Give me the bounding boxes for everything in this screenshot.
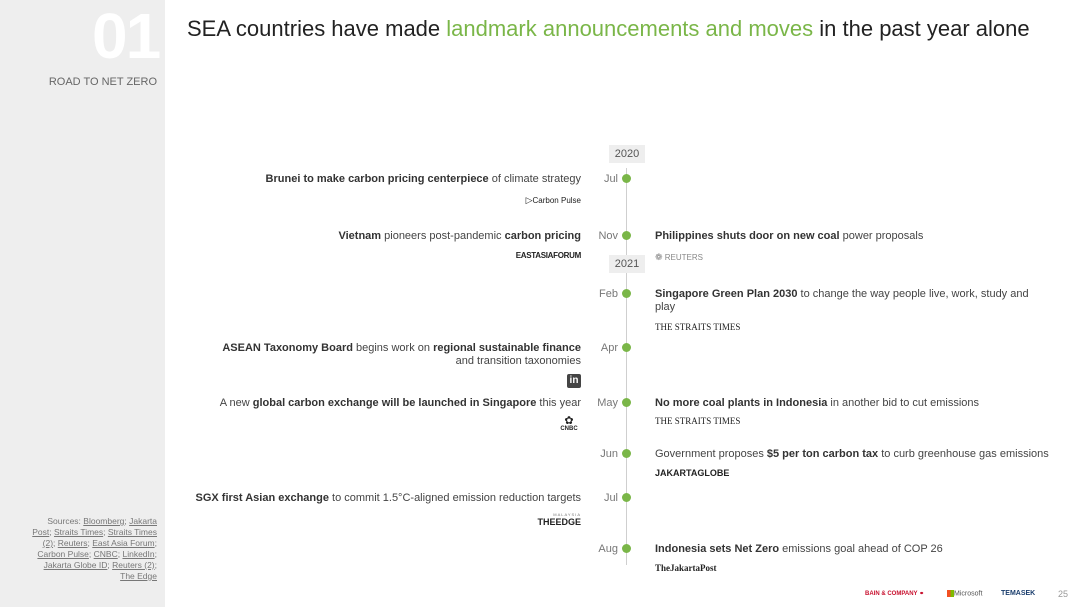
logo-east-asia-forum[interactable]: EASTASIAFORUM <box>515 251 582 260</box>
play-icon: ▷ <box>525 195 533 205</box>
event-sgx: SGX first Asian exchange to commit 1.5°C… <box>195 492 582 504</box>
year-label-2021: 2021 <box>609 255 645 273</box>
logo-jakarta-post[interactable]: TheJakartaPost <box>655 563 717 573</box>
timeline-dot <box>622 174 631 183</box>
event-carbon-tax: Government proposes $5 per ton carbon ta… <box>655 448 1049 460</box>
source-link[interactable]: The Edge <box>120 571 157 581</box>
event-indonesia-net-zero: Indonesia sets Net Zero emissions goal a… <box>655 543 943 555</box>
page-number: 25 <box>1057 589 1068 599</box>
section-label: ROAD TO NET ZERO <box>48 76 157 88</box>
section-number: 01 <box>92 0 161 72</box>
logo-cnbc[interactable]: ✿ CNBC <box>557 415 581 433</box>
logo-temasek: TEMASEK <box>1001 590 1036 597</box>
event-philippines: Philippines shuts door on new coal power… <box>655 230 924 242</box>
month-label: Aug <box>598 543 618 555</box>
source-separator: ; <box>124 516 130 526</box>
sources-list: Sources: Bloomberg; Jakarta Post; Strait… <box>27 516 157 582</box>
source-separator: ; <box>103 527 108 537</box>
logo-reuters[interactable]: ❁ REUTERS <box>655 252 704 262</box>
event-vietnam: Vietnam pioneers post-pandemic carbon pr… <box>338 230 581 242</box>
timeline-dot <box>622 544 631 553</box>
timeline-dot <box>622 231 631 240</box>
event-carbon-exchange: A new global carbon exchange will be lau… <box>219 397 581 409</box>
source-separator: ; <box>154 549 157 559</box>
logo-the-edge[interactable]: MALAYSIA THEEDGE <box>537 512 581 527</box>
logo-straits-times[interactable]: THE STRAITS TIMES <box>655 322 741 332</box>
logo-straits-times[interactable]: THE STRAITS TIMES <box>655 416 741 426</box>
source-link[interactable]: CNBC <box>93 549 118 559</box>
source-separator: ; <box>87 538 93 548</box>
timeline-axis <box>626 168 627 565</box>
event-indonesia-coal: No more coal plants in Indonesia in anot… <box>655 397 980 409</box>
year-label-2020: 2020 <box>609 145 645 163</box>
source-separator: ; <box>117 549 123 559</box>
month-label: Jun <box>600 448 618 460</box>
page-title: SEA countries have made landmark announc… <box>187 16 1030 42</box>
logo-carbon-pulse[interactable]: ▷Carbon Pulse <box>525 195 581 205</box>
month-label: Apr <box>600 342 618 354</box>
microsoft-icon <box>947 590 954 597</box>
month-label: Jul <box>603 173 618 185</box>
sidebar: 01 ROAD TO NET ZERO Sources: Bloomberg; … <box>0 0 165 607</box>
source-link[interactable]: Carbon Pulse <box>37 549 89 559</box>
month-label: May <box>597 397 618 409</box>
source-link[interactable]: LinkedIn <box>122 549 155 559</box>
source-link[interactable]: Jakarta Globe ID <box>43 560 108 570</box>
event-asean: ASEAN Taxonomy Board begins work on regi… <box>222 342 581 367</box>
source-link[interactable]: Bloomberg <box>83 516 125 526</box>
source-link[interactable]: Reuters <box>57 538 88 548</box>
source-separator: ; <box>88 549 94 559</box>
source-link[interactable]: Straits Times (2) <box>42 527 157 548</box>
source-separator: ; <box>154 538 157 548</box>
timeline-dot <box>622 493 631 502</box>
logo-microsoft: Microsoft <box>947 590 982 597</box>
source-link[interactable]: Straits Times <box>54 527 104 537</box>
timeline-dot <box>622 398 631 407</box>
source-separator: ; <box>107 560 113 570</box>
title-accent: landmark announcements and moves <box>446 16 814 41</box>
reuters-icon: ❁ <box>655 252 663 262</box>
bain-circle-icon: ⚭ <box>919 591 925 597</box>
sources-label: Sources: <box>47 516 81 526</box>
linkedin-icon[interactable]: in <box>567 374 581 388</box>
timeline-dot <box>622 289 631 298</box>
title-post: in the past year alone <box>813 16 1030 41</box>
source-separator: ; <box>154 560 157 570</box>
source-link[interactable]: Reuters (2) <box>112 560 155 570</box>
source-link[interactable]: Jakarta Post <box>32 516 157 537</box>
month-label: Feb <box>599 288 618 300</box>
peacock-icon: ✿ <box>564 415 574 427</box>
event-singapore-green-plan: Singapore Green Plan 2030 to change the … <box>655 288 1029 313</box>
title-pre: SEA countries have made <box>187 16 447 41</box>
timeline-dot <box>622 449 631 458</box>
event-brunei: Brunei to make carbon pricing centerpiec… <box>265 173 581 185</box>
logo-jakarta-globe[interactable]: JAKARTAGLOBE <box>655 468 730 478</box>
month-label: Nov <box>598 230 618 242</box>
timeline-dot <box>622 343 631 352</box>
logo-bain: BAIN & COMPANY ⚭ <box>865 591 925 597</box>
source-link[interactable]: East Asia Forum <box>92 538 155 548</box>
source-separator: ; <box>53 538 58 548</box>
source-separator: ; <box>49 527 55 537</box>
month-label: Jul <box>603 492 618 504</box>
